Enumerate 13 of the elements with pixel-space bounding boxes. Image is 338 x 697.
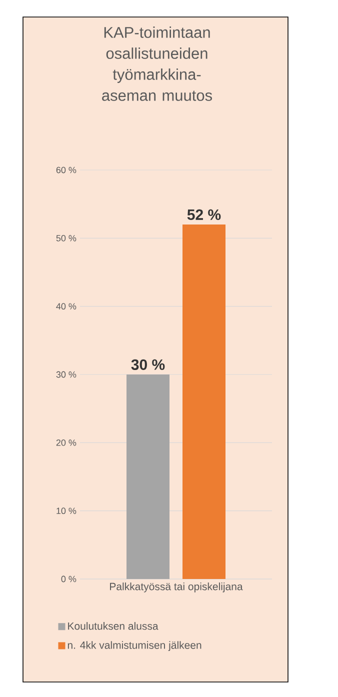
- legend-label: Koulutuksen alussa: [68, 622, 158, 630]
- data-label: 30 %: [131, 359, 165, 370]
- y-tick-label: 20 %: [56, 439, 76, 446]
- y-tick-label: 40 %: [56, 303, 76, 310]
- y-tick-label: 60 %: [56, 166, 76, 174]
- legend-label: n. 4kk valmistumisen jälkeen: [68, 641, 202, 651]
- y-tick-label: 50 %: [56, 234, 76, 242]
- y-tick-label: 0 %: [61, 576, 76, 582]
- data-label: 52 %: [187, 209, 221, 220]
- chart-title: KAP-toimintaan osallistuneiden työmarkkina-aseman muutos: [102, 26, 212, 101]
- y-tick-label: 10 %: [56, 508, 76, 514]
- x-tick-label: Palkkatyössä tai opiskelijana: [110, 582, 243, 592]
- y-tick-label: 30 %: [56, 371, 76, 378]
